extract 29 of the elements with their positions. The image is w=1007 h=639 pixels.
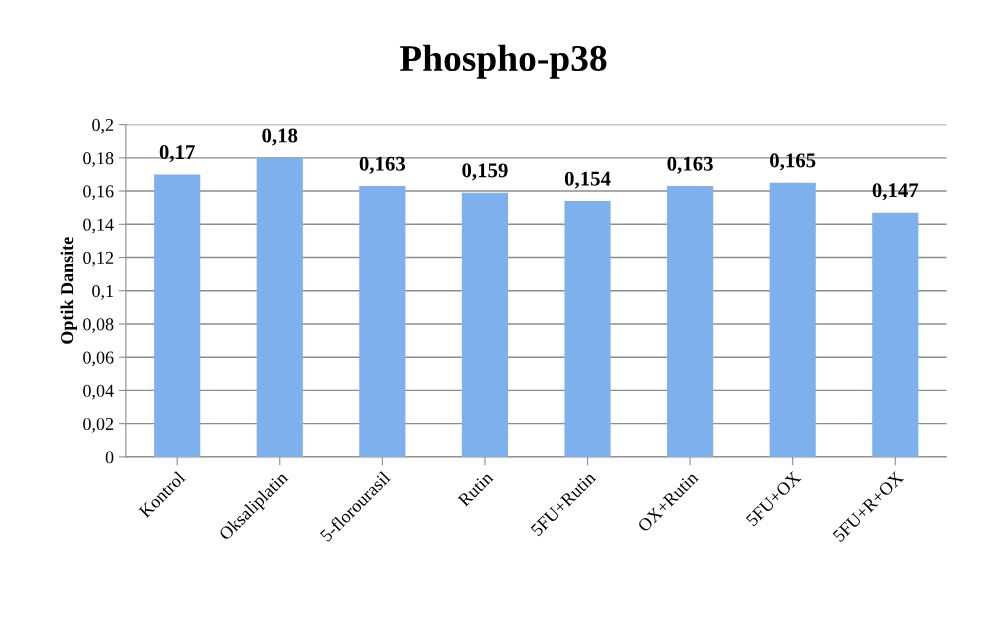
y-tick-label: 0,2: [92, 118, 114, 134]
bar: [564, 201, 611, 457]
y-tick-label: 0: [105, 451, 114, 464]
bar: [872, 212, 919, 457]
chart-title: Phospho-p38: [399, 44, 607, 79]
bar: [769, 182, 816, 457]
bar: [359, 186, 406, 457]
bar: [461, 192, 509, 457]
bar: [154, 174, 201, 457]
data-label: 0,159: [462, 163, 508, 181]
y-axis-title: Optik Dansite: [60, 237, 77, 344]
y-tick-label: 0,06: [83, 351, 114, 367]
y-tick-label: 0,14: [83, 218, 114, 234]
y-tick-label: 0,04: [83, 384, 114, 400]
data-label: 0,18: [262, 128, 298, 146]
data-label: 0,163: [667, 156, 713, 174]
data-label: 0,147: [872, 183, 919, 201]
y-tick-label: 0,16: [83, 185, 114, 201]
data-label: 0,17: [159, 145, 195, 163]
data-label: 0,165: [770, 153, 816, 171]
data-label: 0,154: [564, 171, 611, 189]
bar: [667, 186, 714, 457]
y-tick-label: 0,18: [83, 152, 114, 167]
y-tick-label: 0,02: [83, 417, 114, 433]
y-tick-label: 0,1: [92, 285, 113, 300]
data-label: 0,163: [359, 156, 406, 174]
bar: [256, 157, 303, 457]
y-tick-label: 0,08: [83, 318, 114, 334]
y-tick-label: 0,12: [83, 251, 114, 267]
